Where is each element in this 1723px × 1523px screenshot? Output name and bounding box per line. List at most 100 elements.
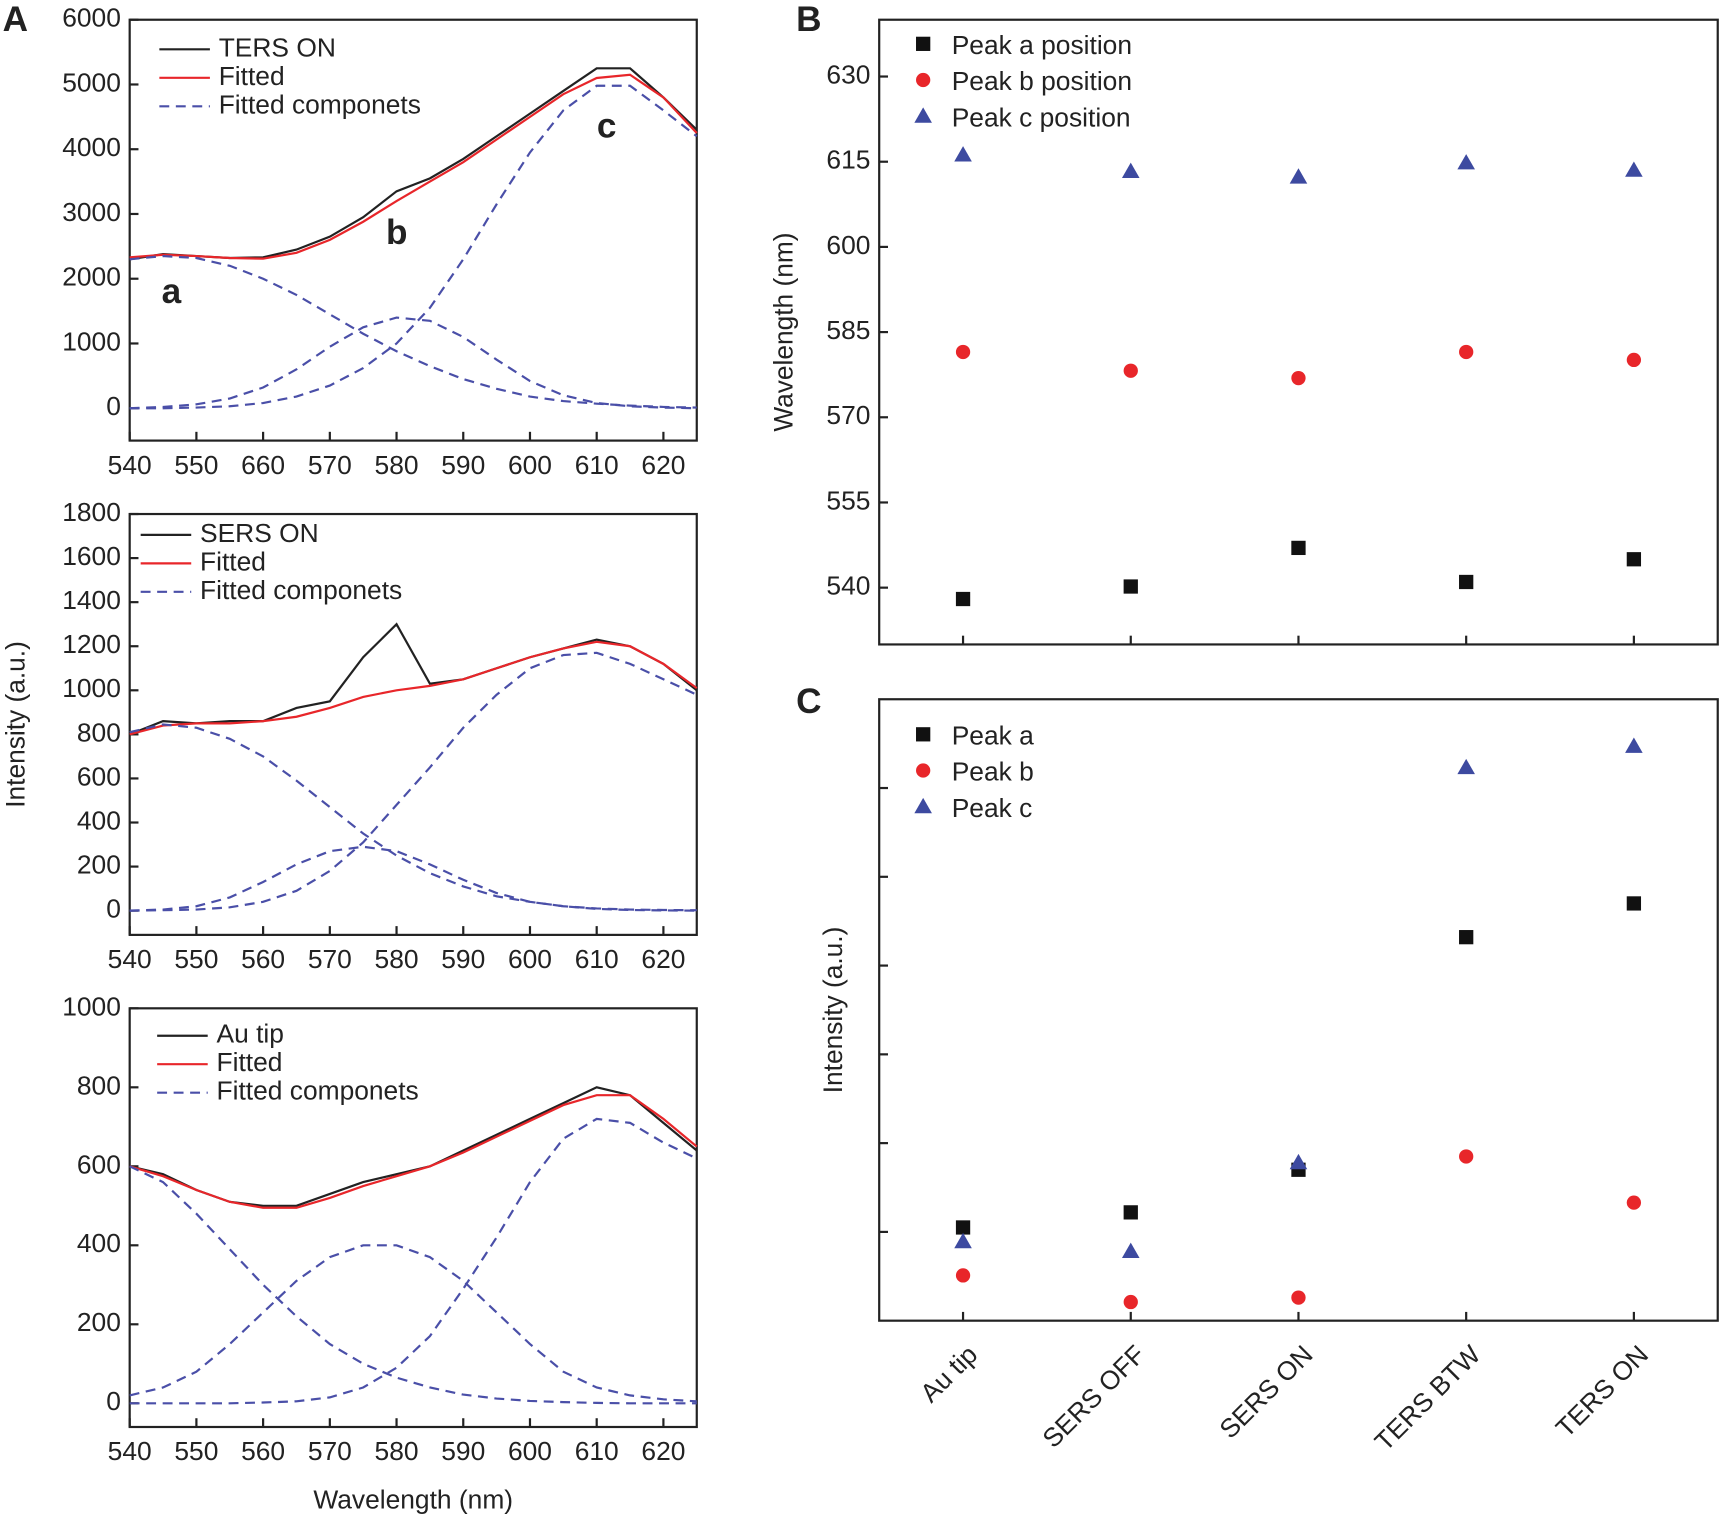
y-tick-label: 3000 bbox=[62, 197, 121, 227]
panel-label: B bbox=[796, 0, 821, 39]
annotation: c bbox=[597, 107, 617, 146]
x-tick-label: 620 bbox=[641, 1436, 685, 1466]
y-tick-label: 615 bbox=[826, 145, 870, 175]
marker bbox=[1289, 168, 1308, 184]
marker bbox=[955, 344, 971, 360]
marker bbox=[1459, 344, 1474, 360]
marker bbox=[955, 1220, 971, 1235]
x-tick-label: TERS ON bbox=[1550, 1339, 1654, 1443]
component-curve bbox=[129, 845, 697, 912]
y-tick-label: 1400 bbox=[62, 585, 121, 615]
x-tick-label: 570 bbox=[308, 450, 352, 480]
component-curve bbox=[129, 1165, 697, 1405]
y-tick-label: 1000 bbox=[62, 326, 121, 356]
x-tick-label: SERS OFF bbox=[1036, 1339, 1150, 1453]
legend-label: Au tip bbox=[217, 1019, 284, 1049]
marker bbox=[1121, 1242, 1140, 1259]
x-tick-label: SERS ON bbox=[1213, 1339, 1318, 1444]
legend-label: Peak b bbox=[952, 757, 1034, 787]
spectrum-line bbox=[129, 622, 698, 736]
x-tick-label: 550 bbox=[174, 1436, 218, 1466]
x-tick-label: 600 bbox=[508, 1436, 552, 1466]
y-tick-label: 555 bbox=[826, 485, 870, 515]
spectrum-line bbox=[129, 1094, 698, 1209]
marker bbox=[955, 591, 971, 607]
y-tick-label: 5000 bbox=[62, 67, 121, 97]
x-tick-label: 580 bbox=[375, 944, 419, 974]
marker bbox=[1457, 154, 1475, 170]
y-tick-label: 0 bbox=[106, 1386, 121, 1416]
marker bbox=[1123, 1294, 1138, 1310]
y-axis-label: Wavelength (nm) bbox=[769, 232, 799, 431]
marker bbox=[916, 72, 931, 88]
x-tick-label: 620 bbox=[641, 944, 685, 974]
marker bbox=[1459, 930, 1474, 945]
x-tick-label: 600 bbox=[508, 450, 552, 480]
x-tick-label: 540 bbox=[108, 944, 152, 974]
component-curve bbox=[129, 1117, 698, 1405]
marker bbox=[954, 1232, 972, 1249]
x-tick-label: Au tip bbox=[914, 1339, 983, 1408]
x-tick-label: 580 bbox=[375, 1436, 419, 1466]
y-tick-label: 6000 bbox=[62, 3, 121, 33]
marker bbox=[1123, 579, 1138, 594]
x-tick-label: 620 bbox=[641, 450, 685, 480]
component-curve bbox=[129, 651, 698, 912]
marker bbox=[1626, 896, 1642, 911]
marker bbox=[1626, 352, 1642, 368]
component-curve bbox=[129, 254, 697, 409]
y-tick-label: 1000 bbox=[62, 991, 121, 1021]
marker bbox=[1626, 1195, 1642, 1210]
marker bbox=[914, 107, 932, 123]
marker bbox=[1289, 1153, 1308, 1170]
y-tick-label: 0 bbox=[106, 894, 121, 924]
legend-label: Fitted bbox=[200, 546, 266, 576]
legend-label: Fitted bbox=[219, 61, 285, 91]
marker bbox=[916, 727, 931, 742]
legend-label: Fitted bbox=[217, 1047, 283, 1077]
x-axis-label: Wavelength (nm) bbox=[313, 1484, 513, 1514]
marker bbox=[916, 36, 931, 51]
y-tick-label: 800 bbox=[77, 1070, 121, 1100]
y-axis-label: Intensity (a.u.) bbox=[818, 927, 848, 1094]
marker bbox=[1291, 370, 1306, 386]
spectrum-line bbox=[129, 73, 698, 260]
legend-label: Peak b position bbox=[952, 66, 1132, 96]
legend-label: Fitted componets bbox=[200, 575, 402, 605]
component-curve bbox=[129, 1244, 697, 1403]
plot-frame bbox=[128, 1007, 698, 1429]
marker bbox=[954, 146, 972, 162]
x-tick-label: 660 bbox=[241, 450, 285, 480]
y-tick-label: 800 bbox=[77, 717, 121, 747]
y-tick-label: 1000 bbox=[62, 673, 121, 703]
legend-label: Peak c position bbox=[952, 102, 1131, 132]
x-tick-label: 550 bbox=[174, 944, 218, 974]
x-tick-label: 550 bbox=[174, 450, 218, 480]
y-tick-label: 600 bbox=[77, 1149, 121, 1179]
x-tick-label: 590 bbox=[441, 944, 485, 974]
x-tick-label: 600 bbox=[508, 944, 552, 974]
x-tick-label: 560 bbox=[241, 1436, 285, 1466]
y-tick-label: 200 bbox=[77, 1307, 121, 1337]
marker bbox=[1625, 737, 1643, 753]
panel-label: A bbox=[3, 0, 28, 39]
component-curve bbox=[129, 723, 697, 912]
y-tick-label: 600 bbox=[826, 230, 870, 260]
marker bbox=[1291, 1290, 1306, 1305]
y-tick-label: 0 bbox=[106, 391, 121, 421]
y-tick-label: 400 bbox=[77, 1228, 121, 1258]
y-tick-label: 540 bbox=[826, 571, 870, 601]
x-tick-label: TERS BTW bbox=[1369, 1339, 1487, 1456]
legend-label: Fitted componets bbox=[219, 89, 421, 119]
x-tick-label: 590 bbox=[441, 450, 485, 480]
x-tick-label: 570 bbox=[308, 1436, 352, 1466]
component-curve bbox=[129, 84, 698, 410]
y-axis-label: Intensity (a.u.) bbox=[1, 641, 31, 808]
x-tick-label: 560 bbox=[241, 944, 285, 974]
x-tick-label: 610 bbox=[575, 944, 619, 974]
marker bbox=[1291, 540, 1306, 556]
y-tick-label: 570 bbox=[826, 400, 870, 430]
y-tick-label: 1600 bbox=[62, 541, 121, 571]
